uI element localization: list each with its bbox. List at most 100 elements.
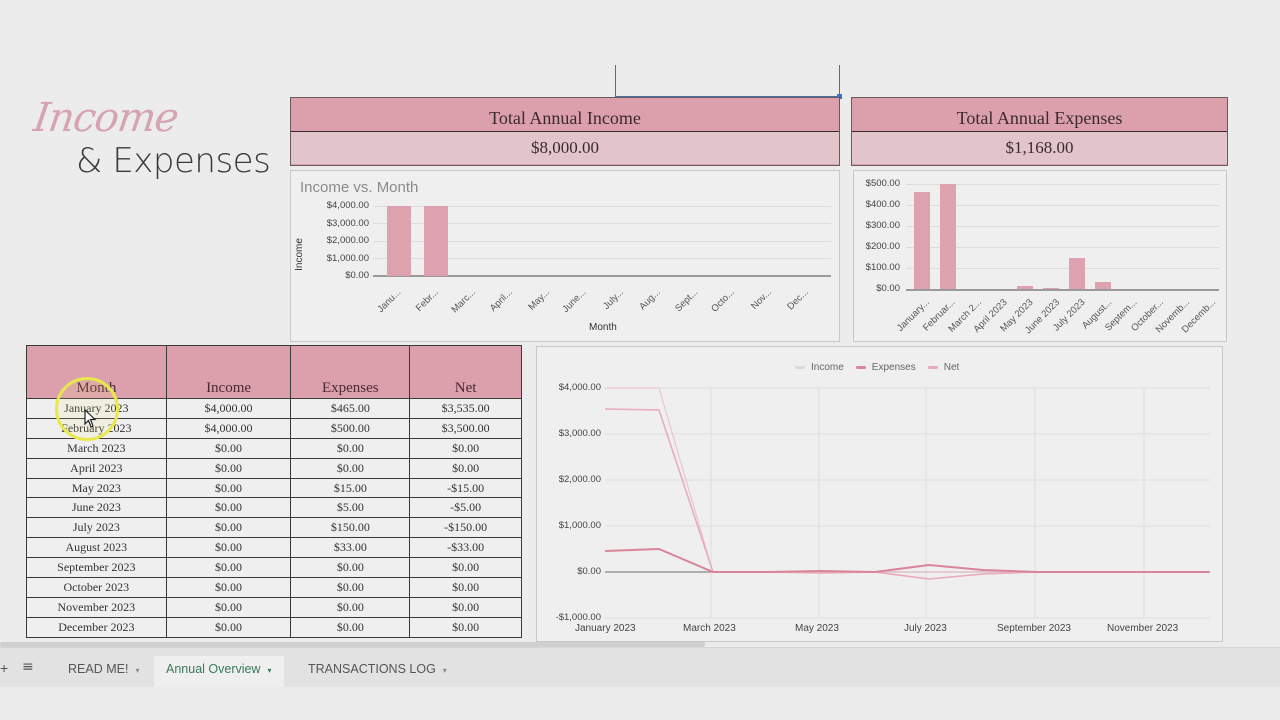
x-axis — [373, 275, 831, 277]
mouse-cursor-icon — [84, 409, 97, 428]
net-cell[interactable]: -$33.00 — [409, 537, 522, 559]
income-cell[interactable]: $0.00 — [165, 497, 292, 519]
month-cell[interactable]: April 2023 — [26, 457, 167, 479]
sheet-tabs-bar: + ≡ READ ME! ▾ Annual Overview ▾ TRANSACTI… — [0, 642, 1280, 688]
income-expenses-net-line-chart[interactable]: Income Expenses Net $4,000.00 $3,000.00 … — [536, 346, 1223, 642]
tab-label: TRANSACTIONS LOG — [308, 662, 436, 676]
net-cell[interactable]: $0.00 — [409, 616, 522, 638]
legend-expenses-swatch — [855, 366, 866, 369]
income-cell[interactable]: $0.00 — [165, 557, 292, 579]
month-cell[interactable]: July 2023 — [26, 517, 167, 539]
income-cell[interactable]: $0.00 — [165, 537, 292, 559]
table-row: September 2023 $0.00 $0.00 $0.00 — [26, 557, 522, 579]
income-vs-month-chart[interactable]: Income vs. Month Income $4,000.00 $3,000… — [290, 170, 840, 342]
income-cell[interactable]: $0.00 — [165, 437, 292, 459]
expenses-cell[interactable]: $0.00 — [290, 437, 411, 459]
cell-selection-border — [615, 65, 616, 97]
y-tick: $3,000.00 — [326, 218, 369, 229]
header-net[interactable]: Net — [409, 345, 522, 399]
bar-january[interactable] — [914, 192, 930, 289]
header-expenses[interactable]: Expenses — [290, 345, 411, 399]
month-cell[interactable]: March 2023 — [26, 437, 167, 459]
monthly-summary-table[interactable]: Month Income Expenses Net January 2023 $4… — [26, 345, 522, 638]
x-tick: May... — [526, 287, 552, 313]
net-cell[interactable]: -$15.00 — [409, 477, 522, 499]
income-cell[interactable]: $0.00 — [165, 517, 292, 539]
income-cell[interactable]: $0.00 — [165, 596, 292, 618]
net-cell[interactable]: $0.00 — [409, 596, 522, 618]
net-cell[interactable]: $0.00 — [409, 577, 522, 598]
legend-income[interactable]: Income — [811, 362, 844, 373]
month-cell[interactable]: September 2023 — [26, 557, 167, 579]
tab-transactions-log[interactable]: TRANSACTIONS LOG ▾ — [296, 656, 459, 688]
month-cell[interactable]: November 2023 — [26, 596, 167, 618]
net-cell[interactable]: $0.00 — [409, 437, 522, 459]
income-cell[interactable]: $4,000.00 — [165, 398, 292, 419]
tab-read-me[interactable]: READ ME! ▾ — [56, 656, 151, 688]
net-cell[interactable]: -$5.00 — [409, 497, 522, 519]
all-sheets-menu-icon[interactable]: ≡ — [22, 659, 34, 675]
y-tick: $500.00 — [865, 178, 900, 189]
tab-annual-overview[interactable]: Annual Overview ▾ — [154, 656, 284, 688]
legend-expenses[interactable]: Expenses — [871, 362, 916, 373]
bar-may[interactable] — [1017, 286, 1033, 289]
bar-february[interactable] — [940, 184, 956, 289]
chart-legend: Income Expenses Net — [795, 362, 959, 373]
header-income[interactable]: Income — [165, 345, 292, 399]
gridline — [373, 223, 831, 224]
selection-handle[interactable] — [837, 94, 842, 99]
x-tick: Sept... — [672, 287, 700, 315]
expenses-cell[interactable]: $465.00 — [290, 398, 411, 419]
income-cell[interactable]: $0.00 — [165, 616, 292, 638]
expenses-by-month-chart[interactable]: $500.00 $400.00 $300.00 $200.00 $100.00 … — [853, 170, 1227, 342]
gridline — [906, 247, 1219, 248]
x-tick: Aug... — [637, 287, 663, 313]
net-cell[interactable]: -$150.00 — [409, 517, 522, 539]
bar-january[interactable] — [387, 206, 411, 276]
expenses-cell[interactable]: $150.00 — [290, 517, 411, 539]
total-income-box[interactable]: Total Annual Income $8,000.00 — [290, 97, 840, 166]
bar-february[interactable] — [424, 206, 448, 276]
horizontal-scrollbar[interactable] — [0, 642, 705, 647]
expenses-cell[interactable]: $0.00 — [290, 557, 411, 579]
net-cell[interactable]: $0.00 — [409, 457, 522, 479]
bar-june[interactable] — [1043, 288, 1059, 289]
bar-august[interactable] — [1095, 282, 1111, 289]
expenses-cell[interactable]: $0.00 — [290, 577, 411, 598]
expenses-cell[interactable]: $500.00 — [290, 417, 411, 439]
total-expenses-box[interactable]: Total Annual Expenses $1,168.00 — [851, 97, 1228, 166]
net-cell[interactable]: $3,535.00 — [409, 398, 522, 419]
expenses-cell[interactable]: $33.00 — [290, 537, 411, 559]
month-cell[interactable]: October 2023 — [26, 577, 167, 598]
expenses-cell[interactable]: $15.00 — [290, 477, 411, 499]
logo-script-text: Income — [30, 95, 181, 141]
expenses-cell[interactable]: $0.00 — [290, 596, 411, 618]
chevron-down-icon[interactable]: ▾ — [267, 666, 272, 675]
month-cell[interactable]: May 2023 — [26, 477, 167, 499]
bar-july[interactable] — [1069, 258, 1085, 289]
month-cell[interactable]: June 2023 — [26, 497, 167, 519]
legend-income-swatch — [795, 366, 805, 369]
y-tick: $1,000.00 — [326, 253, 369, 264]
expenses-cell[interactable]: $0.00 — [290, 457, 411, 479]
chevron-down-icon[interactable]: ▾ — [442, 666, 447, 675]
add-sheet-icon[interactable]: + — [0, 660, 9, 676]
logo-main-text: & Expenses — [76, 141, 271, 181]
month-cell[interactable]: August 2023 — [26, 537, 167, 559]
income-cell[interactable]: $0.00 — [165, 577, 292, 598]
expenses-cell[interactable]: $5.00 — [290, 497, 411, 519]
income-cell[interactable]: $4,000.00 — [165, 417, 292, 439]
expenses-cell[interactable]: $0.00 — [290, 616, 411, 638]
month-cell[interactable]: December 2023 — [26, 616, 167, 638]
table-row: November 2023 $0.00 $0.00 $0.00 — [26, 596, 522, 618]
gridline — [906, 205, 1219, 206]
y-tick: $2,000.00 — [326, 235, 369, 246]
legend-net[interactable]: Net — [943, 362, 960, 373]
chevron-down-icon[interactable]: ▾ — [135, 666, 140, 675]
income-cell[interactable]: $0.00 — [165, 477, 292, 499]
x-tick: November 2023 — [1107, 623, 1179, 634]
income-cell[interactable]: $0.00 — [165, 457, 292, 479]
net-cell[interactable]: $3,500.00 — [409, 417, 522, 439]
net-cell[interactable]: $0.00 — [409, 557, 522, 579]
x-tick: July... — [600, 287, 626, 312]
